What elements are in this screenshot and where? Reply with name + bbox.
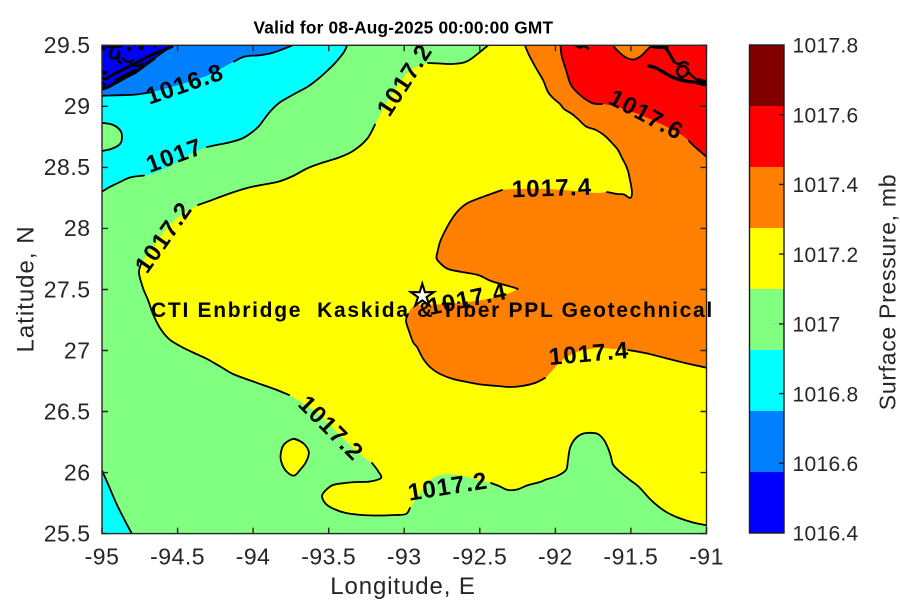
svg-text:CTI Enbridge Kaskida & Tiber: CTI Enbridge Kaskida & Tiber PPL Geotech… xyxy=(151,299,714,322)
svg-text:-92: -92 xyxy=(538,544,573,570)
svg-text:-91: -91 xyxy=(689,544,724,570)
svg-text:1016.6: 1016.6 xyxy=(793,453,859,476)
svg-text:29.5: 29.5 xyxy=(44,32,91,58)
svg-text:27: 27 xyxy=(64,337,91,363)
svg-text:-92.5: -92.5 xyxy=(452,544,507,570)
svg-text:-93: -93 xyxy=(387,544,422,570)
svg-text:28.5: 28.5 xyxy=(44,154,91,180)
svg-text:26: 26 xyxy=(64,459,91,485)
svg-text:Valid for 08-Aug-2025 00:00:00: Valid for 08-Aug-2025 00:00:00 GMT xyxy=(254,17,554,37)
svg-text:1017.8: 1017.8 xyxy=(793,35,859,58)
svg-text:27.5: 27.5 xyxy=(44,276,91,302)
svg-text:-95: -95 xyxy=(85,544,120,570)
svg-text:28: 28 xyxy=(64,215,91,241)
svg-text:Latitude, N: Latitude, N xyxy=(13,225,40,352)
svg-text:1016.8: 1016.8 xyxy=(793,383,859,406)
svg-text:Longitude, E: Longitude, E xyxy=(330,573,476,600)
svg-text:-94: -94 xyxy=(236,544,271,570)
svg-text:-91.5: -91.5 xyxy=(603,544,658,570)
svg-text:Surface Pressure, mb: Surface Pressure, mb xyxy=(875,174,900,410)
svg-text:25.5: 25.5 xyxy=(44,520,91,546)
svg-text:1017.4: 1017.4 xyxy=(511,174,593,204)
svg-text:-94.5: -94.5 xyxy=(150,544,205,570)
svg-text:-93.5: -93.5 xyxy=(301,544,356,570)
svg-text:1017.2: 1017.2 xyxy=(793,244,859,267)
svg-text:26.5: 26.5 xyxy=(44,398,91,424)
svg-text:1016.4: 1016.4 xyxy=(793,523,859,546)
svg-text:1017.4: 1017.4 xyxy=(793,174,859,197)
svg-text:29: 29 xyxy=(64,93,91,119)
svg-text:1017.6: 1017.6 xyxy=(793,104,859,127)
svg-text:1017: 1017 xyxy=(793,314,841,337)
